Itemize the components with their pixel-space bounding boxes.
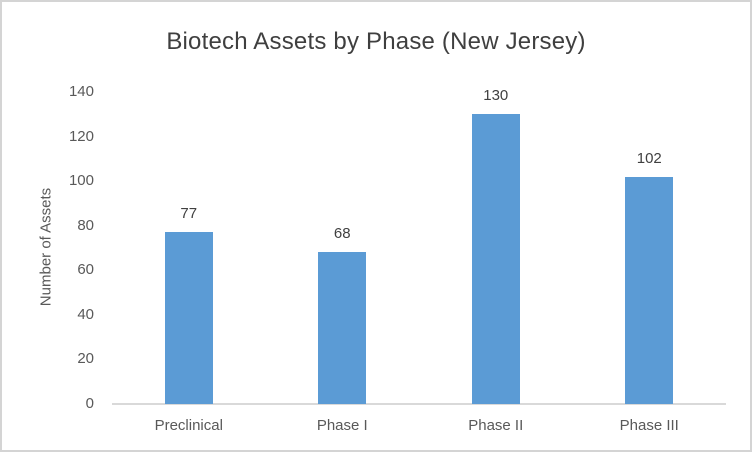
y-axis-tick-labels: 0 20 40 60 80 100 120 140 [2, 2, 94, 450]
y-tick-label: 20 [77, 350, 94, 368]
y-tick-label: 120 [68, 127, 94, 145]
data-label: 77 [180, 205, 198, 223]
x-axis-line [112, 403, 726, 405]
data-label: 130 [483, 87, 509, 105]
data-label: 102 [636, 149, 662, 167]
bar-phase-ii [471, 114, 520, 404]
x-tick-label: Preclinical [154, 417, 223, 434]
x-tick-label: Phase II [468, 417, 524, 434]
y-tick-label: 0 [85, 395, 94, 412]
y-tick-label: 40 [77, 305, 94, 323]
bar-preclinical [164, 232, 213, 404]
x-tick-label: Phase I [316, 417, 368, 434]
y-tick-label: 80 [77, 216, 94, 234]
data-label: 68 [333, 225, 351, 243]
bar-phase-i [318, 252, 367, 404]
y-tick-label: 100 [68, 172, 94, 190]
y-tick-label: 140 [68, 83, 94, 100]
bar-phase-iii [625, 176, 674, 404]
x-tick-label: Phase III [619, 417, 679, 434]
chart-title: Biotech Assets by Phase (New Jersey) [166, 28, 586, 55]
y-tick-label: 60 [77, 261, 94, 279]
